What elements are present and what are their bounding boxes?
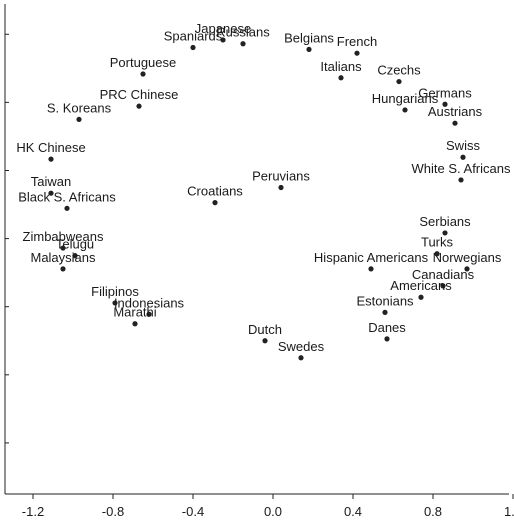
data-point [396, 78, 402, 85]
x-tick-label: 1.2 [504, 504, 514, 519]
point-label: S. Koreans [47, 100, 112, 115]
point-label: White S. Africans [412, 161, 511, 176]
point-label: Hungarians [372, 91, 439, 106]
point-label: Marathi [113, 305, 156, 320]
point-label: Austrians [428, 104, 483, 119]
data-point [338, 75, 344, 81]
point-label: Malaysians [30, 250, 96, 265]
point-label: Croatians [187, 184, 243, 199]
point-label: PRC Chinese [100, 87, 179, 102]
point-label: Canadians [412, 267, 475, 282]
data-point [64, 205, 70, 211]
point-label: HK Chinese [16, 140, 85, 155]
point-label: Turks [421, 235, 454, 250]
data-point [384, 336, 390, 342]
data-point [442, 230, 448, 236]
data-point [60, 266, 66, 272]
x-tick-label: -1.2 [22, 504, 44, 519]
point-label: Indonesians [114, 295, 185, 310]
point-label: Zimbabweans [23, 229, 104, 244]
point-label: Portuguese [110, 55, 177, 70]
data-point [136, 103, 142, 109]
x-tick-label: 0.4 [344, 504, 362, 519]
data-point [140, 71, 146, 77]
data-point [76, 116, 82, 123]
point-label: Japanese [195, 21, 251, 36]
data-point [402, 107, 408, 113]
point-label: Dutch [248, 322, 282, 337]
point-label: Swedes [278, 339, 325, 354]
point-label: Italians [320, 59, 362, 74]
point-label: Czechs [377, 63, 421, 78]
x-tick-label: 0.8 [424, 504, 442, 519]
point-label: Filipinos [91, 284, 139, 299]
data-point [262, 338, 268, 344]
point-label: Spaniards [164, 29, 223, 44]
point-label: Estonians [356, 293, 414, 308]
point-label: Telugu [56, 237, 94, 252]
x-tick-label: -0.4 [182, 504, 204, 519]
data-point [48, 190, 54, 196]
point-label: Black S. Africans [18, 189, 116, 204]
data-point [382, 309, 388, 315]
data-point [298, 355, 304, 361]
point-label: Danes [368, 320, 406, 335]
data-point [72, 253, 78, 259]
data-point [112, 300, 118, 306]
data-point [458, 177, 464, 183]
data-point [212, 200, 218, 206]
data-point [278, 184, 284, 191]
data-point [146, 311, 152, 317]
x-tick-label: -0.8 [102, 504, 124, 519]
point-label: Americans [390, 278, 452, 293]
data-point [452, 120, 458, 126]
data-point [132, 321, 138, 327]
data-point [190, 44, 196, 51]
data-point [220, 37, 226, 43]
point-label: Peruvians [252, 169, 310, 184]
data-point [464, 266, 470, 272]
data-point [440, 283, 446, 289]
data-point [48, 156, 54, 162]
point-label: Russians [216, 25, 270, 40]
point-label: Germans [418, 85, 472, 100]
data-point [368, 266, 374, 272]
point-label: French [337, 34, 377, 49]
data-point [354, 50, 360, 56]
point-label: Serbians [419, 214, 471, 229]
data-point [60, 245, 66, 251]
data-point [306, 46, 312, 53]
data-point [460, 154, 466, 160]
data-point [240, 41, 246, 47]
x-tick-label: 0.0 [264, 504, 282, 519]
point-label: Belgians [284, 30, 334, 45]
data-point [434, 251, 440, 257]
point-label: Taiwan [31, 174, 71, 189]
point-label: Norwegians [433, 250, 502, 265]
point-label: Hispanic Americans [314, 250, 429, 265]
point-label: Swiss [446, 138, 480, 153]
data-point [442, 101, 448, 107]
data-point [418, 294, 424, 300]
